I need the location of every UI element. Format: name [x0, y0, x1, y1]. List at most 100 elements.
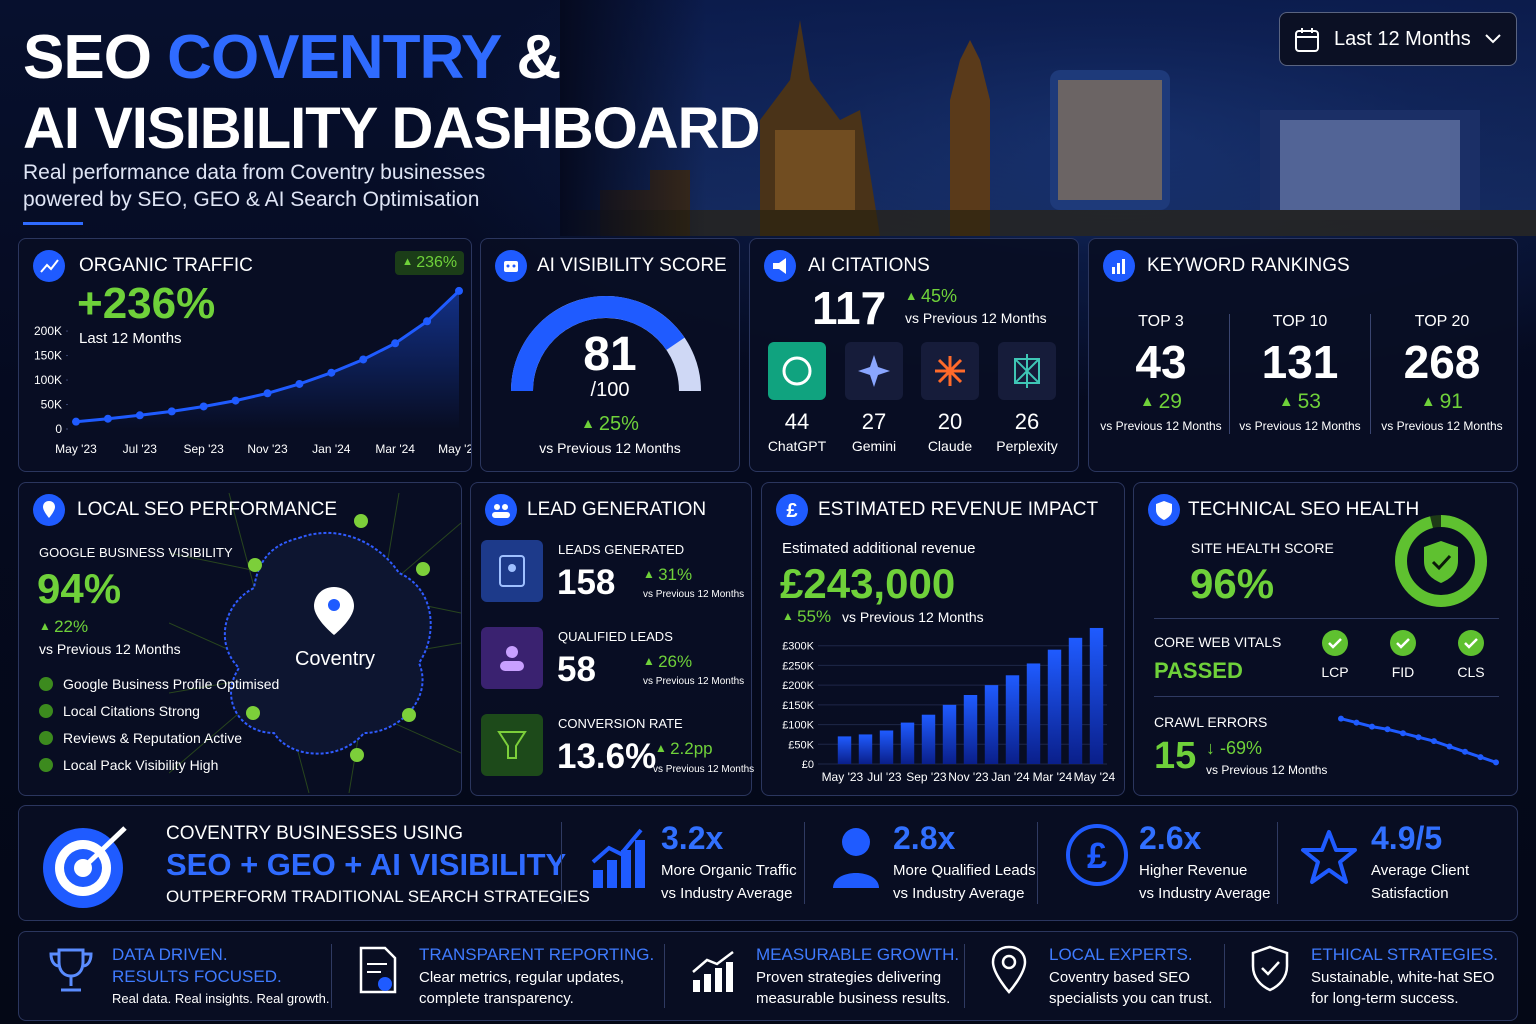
line-point: [455, 286, 463, 295]
line-point: [1353, 719, 1360, 726]
organic-traffic-panel: ORGANIC TRAFFIC 236% +236% Last 12 Month…: [18, 238, 472, 472]
crawl-change: ↓ -69%: [1206, 738, 1262, 759]
x-tick-label: Mar '24: [1033, 770, 1073, 784]
bar: [1026, 663, 1041, 764]
health-value: 96%: [1190, 560, 1275, 607]
divider: [331, 944, 332, 1008]
comparison: vs Previous 12 Months: [1381, 419, 1503, 433]
divider: [1037, 822, 1038, 904]
line-point: [263, 389, 272, 398]
rank-count: 131: [1261, 336, 1339, 388]
divider: [804, 822, 805, 904]
y-tick-label: £50K: [788, 739, 814, 751]
checklist-item: Reviews & Reputation Active: [63, 730, 242, 746]
panel-icon: [485, 494, 517, 526]
check-icon: [39, 704, 53, 718]
platform-count: 27: [861, 409, 887, 434]
bar: [1089, 627, 1104, 764]
panel-icon: [1103, 250, 1135, 282]
line-point: [1493, 759, 1499, 766]
lead-value: 58: [557, 650, 596, 689]
y-tick-label: £200K: [782, 680, 814, 692]
footer-text: complete transparency.: [419, 990, 574, 1007]
stat-line: Higher Revenue: [1139, 862, 1248, 879]
metric-value: 94%: [37, 565, 122, 612]
stat-line: Average Client: [1371, 862, 1470, 879]
footer: DATA DRIVEN. RESULTS FOCUSED. Real data.…: [18, 931, 1518, 1021]
stat-value: 3.2x: [661, 820, 724, 856]
bar: [900, 722, 915, 764]
bar: [963, 695, 978, 764]
y-tick-label: £100K: [782, 720, 814, 732]
line-point: [359, 355, 368, 364]
banner-line-2: SEO + GEO + AI VISIBILITY: [166, 847, 567, 882]
divider: [1224, 944, 1225, 1008]
footer-title: TRANSPARENT REPORTING.: [419, 945, 655, 964]
technical-seo-panel: TECHNICAL SEO HEALTH SITE HEALTH SCORE 9…: [1133, 482, 1518, 796]
bar: [942, 704, 957, 764]
date-filter[interactable]: Last 12 Months: [1279, 12, 1517, 66]
crawl-value: 15: [1154, 735, 1197, 777]
pound-icon: £: [1066, 824, 1128, 886]
report-icon: [359, 946, 397, 994]
x-tick-label: May '23: [822, 770, 864, 784]
line-point: [103, 414, 112, 423]
shield-icon: [1251, 945, 1289, 992]
lead-generation-panel: LEAD GENERATION LEADS GENERATED QUALIFIE…: [470, 482, 754, 796]
health-label: SITE HEALTH SCORE: [1191, 540, 1334, 556]
title-line-2: AI VISIBILITY DASHBOARD: [23, 96, 760, 161]
checklist-item: Google Business Profile Optimised: [63, 676, 280, 692]
panel-icon: [495, 250, 527, 282]
subtitle: Real performance data from Coventry busi…: [23, 161, 486, 184]
bar: [921, 714, 936, 764]
platform-count: 44: [784, 409, 810, 434]
comparison: vs Previous 12 Months: [643, 589, 745, 600]
rank-label: TOP 20: [1414, 313, 1470, 330]
stat-line: vs Industry Average: [1139, 885, 1271, 902]
line-point: [295, 379, 304, 388]
rank-count: 43: [1135, 336, 1187, 388]
x-tick-label: Jul '23: [123, 442, 158, 456]
gemini-logo: [845, 342, 903, 400]
leads-icon: [481, 540, 543, 602]
footer-text: Sustainable, white-hat SEO: [1311, 969, 1495, 986]
vital-check: [1322, 630, 1348, 656]
svg-text:£: £: [786, 500, 797, 522]
rank-count: 268: [1403, 336, 1481, 388]
lead-change: 2.2pp: [655, 739, 713, 759]
trophy-icon: [49, 948, 93, 992]
pin-icon: [991, 945, 1027, 994]
score: 81: [583, 328, 637, 381]
stat-line: vs Industry Average: [661, 885, 793, 902]
lead-value: 13.6%: [557, 737, 657, 776]
line-point: [391, 339, 400, 348]
keyword-rankings-panel: KEYWORD RANKINGS TOP 3 TOP 10 TOP 20 43 …: [1088, 238, 1518, 472]
vital-check: [1458, 630, 1484, 656]
conversion-icon: [481, 714, 543, 776]
local-seo-panel: Coventry LOCAL SEO PERFORMANCE GOOGLE BU…: [18, 482, 462, 796]
footer-title: ETHICAL STRATEGIES.: [1311, 945, 1499, 964]
panel-icon: [33, 494, 65, 526]
stat-line: More Organic Traffic: [661, 862, 797, 879]
platform-name: ChatGPT: [767, 438, 827, 454]
rank-change: 91: [1372, 390, 1512, 414]
crawl-label: CRAWL ERRORS: [1154, 714, 1268, 730]
y-tick-label: £0: [802, 759, 814, 771]
divider: [561, 822, 562, 904]
metric-label: GOOGLE BUSINESS VISIBILITY: [39, 545, 233, 560]
stat-value: 4.9/5: [1371, 820, 1443, 856]
line-point: [1369, 723, 1375, 730]
x-tick-label: May '23: [55, 442, 97, 456]
line: [1340, 717, 1497, 764]
rank-change: 53: [1230, 390, 1370, 414]
check-icon: [39, 731, 53, 745]
footer-text: Real data. Real insights. Real growth.: [112, 991, 330, 1006]
health-charts: [1338, 515, 1499, 766]
vital-name: CLS: [1457, 664, 1485, 680]
stat-line: vs Industry Average: [893, 885, 1025, 902]
line-point: [1446, 743, 1453, 750]
map: [169, 493, 461, 793]
lead-label: QUALIFIED LEADS: [558, 629, 673, 644]
rank-label: TOP 3: [1138, 313, 1184, 330]
